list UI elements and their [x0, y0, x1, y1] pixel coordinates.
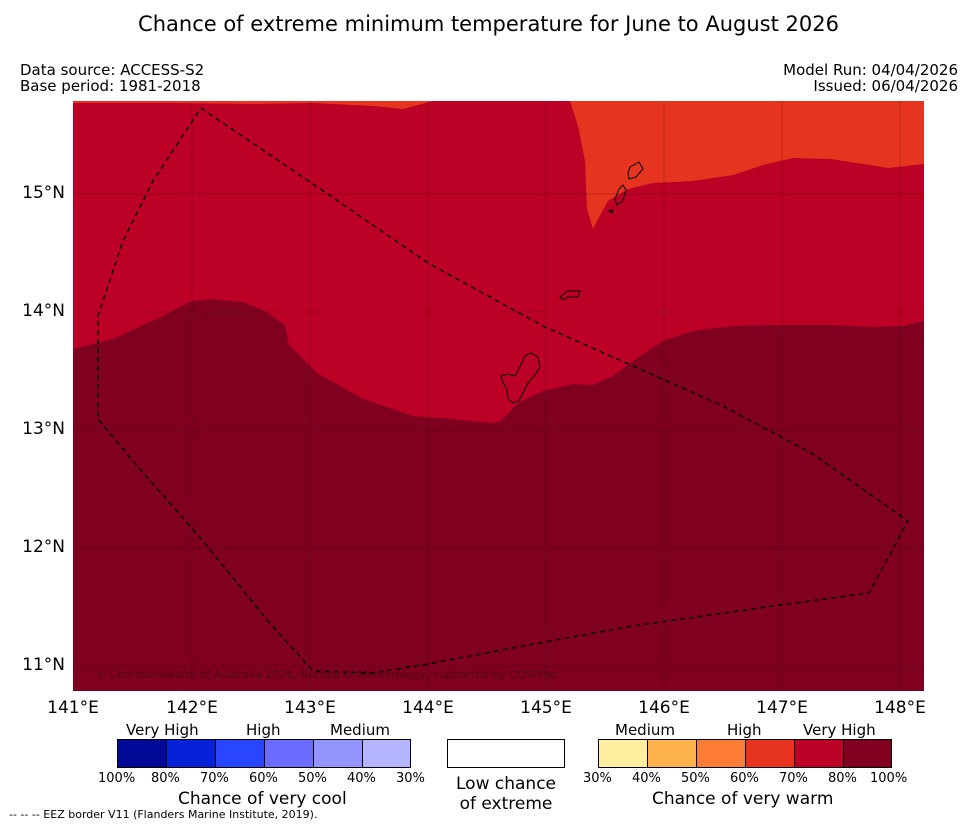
saipan-island — [627, 161, 644, 180]
map-panel[interactable]: © Commonwealth of Australia 2026, Bureau… — [73, 101, 924, 691]
base-period-label: Base period: 1981-2018 — [20, 77, 201, 95]
cool-legend-title: Chance of very cool — [178, 789, 347, 809]
copyright-text: © Commonwealth of Australia 2026, Bureau… — [95, 668, 558, 681]
cool-pct-50: 50% — [298, 771, 327, 786]
warm-heading-medium: Medium — [615, 721, 675, 739]
graticule — [73, 101, 924, 691]
lon-tick-144e: 144°E — [402, 698, 454, 718]
cool-pct-40: 40% — [347, 771, 376, 786]
warm-pct-40: 40% — [632, 771, 661, 786]
data-source-label: Data source: ACCESS-S2 — [20, 61, 205, 79]
cool-pct-70: 70% — [200, 771, 229, 786]
cool-pct-80: 80% — [151, 771, 180, 786]
guam-island — [500, 352, 541, 404]
warm-pct-80: 80% — [828, 771, 857, 786]
lon-tick-143e: 143°E — [284, 698, 336, 718]
cool-heading-very-high: Very High — [126, 721, 199, 739]
cool-pct-100: 100% — [98, 771, 136, 786]
eez-border-line — [97, 107, 909, 674]
cool-pct-30: 30% — [396, 771, 425, 786]
warm-swatch-40-50 — [648, 740, 697, 767]
warm-swatch-70-80 — [795, 740, 844, 767]
cool-swatch-60-70 — [216, 740, 265, 767]
warm-pct-50: 50% — [681, 771, 710, 786]
lat-tick-15n: 15°N — [22, 183, 65, 203]
model-run-label: Model Run: 04/04/2026 — [783, 61, 958, 79]
lat-tick-13n: 13°N — [22, 419, 65, 439]
lon-tick-142e: 142°E — [166, 698, 218, 718]
warm-swatch-80-100 — [844, 740, 891, 767]
islands — [500, 161, 644, 404]
neutral-title-line2: of extreme — [459, 794, 553, 814]
cool-swatch-40-50 — [314, 740, 363, 767]
warm-swatch-60-70 — [746, 740, 795, 767]
cool-swatch-30-40 — [363, 740, 410, 767]
cool-colorbar — [117, 739, 411, 768]
lat-tick-12n: 12°N — [22, 537, 65, 557]
lat-tick-14n: 14°N — [22, 301, 65, 321]
map-title: Chance of extreme minimum temperature fo… — [138, 12, 839, 36]
lon-tick-147e: 147°E — [756, 698, 808, 718]
region-high-60-70 — [570, 101, 924, 229]
neutral-swatch — [447, 739, 565, 768]
cool-heading-medium: Medium — [330, 721, 390, 739]
warm-pct-70: 70% — [779, 771, 808, 786]
lon-tick-141e: 141°E — [47, 698, 99, 718]
lon-tick-146e: 146°E — [638, 698, 690, 718]
eez-footnote: -- -- -- EEZ border V11 (Flanders Marine… — [9, 808, 318, 821]
map-svg: © Commonwealth of Australia 2026, Bureau… — [73, 101, 924, 691]
warm-swatch-50-60 — [697, 740, 746, 767]
warm-heading-very-high: Very High — [803, 721, 876, 739]
tinian-island — [614, 184, 627, 206]
warm-pct-30: 30% — [583, 771, 612, 786]
warm-pct-100: 100% — [870, 771, 908, 786]
cool-swatch-70-80 — [167, 740, 216, 767]
region-high-60-70-strip — [73, 101, 433, 109]
region-very-high-80-100 — [73, 299, 924, 691]
warm-legend-title: Chance of very warm — [652, 789, 834, 809]
cool-pct-60: 60% — [249, 771, 278, 786]
lon-tick-145e: 145°E — [520, 698, 572, 718]
neutral-title-line1: Low chance — [456, 774, 556, 794]
warm-swatch-30-40 — [599, 740, 648, 767]
aguijan-island — [607, 209, 614, 214]
cool-swatch-50-60 — [265, 740, 314, 767]
warm-heading-high: High — [727, 721, 762, 739]
warm-colorbar — [598, 739, 892, 768]
cool-heading-high: High — [246, 721, 281, 739]
lat-tick-11n: 11°N — [22, 655, 65, 675]
issued-label: Issued: 06/04/2026 — [813, 77, 958, 95]
lon-tick-148e: 148°E — [874, 698, 926, 718]
warm-pct-60: 60% — [730, 771, 759, 786]
rota-island — [559, 290, 581, 301]
cool-swatch-80-100 — [118, 740, 167, 767]
